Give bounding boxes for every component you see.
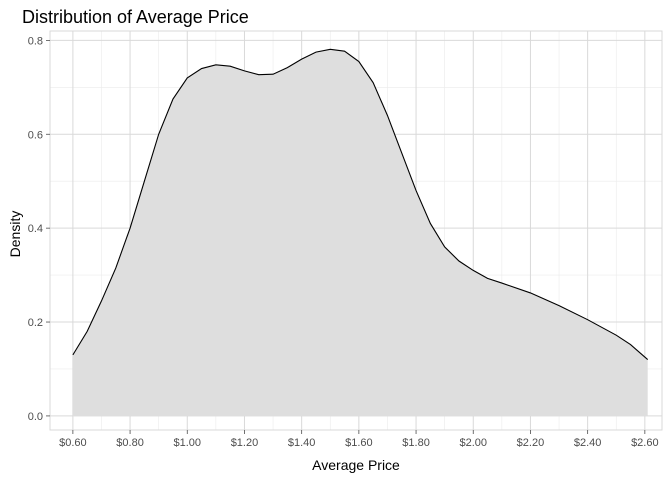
x-axis: $0.60 $0.80 $1.00 $1.20 $1.40 $1.60 $1.80 $2.00… xyxy=(59,430,659,449)
y-axis-title: Density xyxy=(7,211,23,258)
x-tick-label: $1.00 xyxy=(174,437,202,449)
x-tick-label: $0.60 xyxy=(59,437,87,449)
y-tick-label: 0.8 xyxy=(28,35,43,47)
x-axis-title: Average Price xyxy=(312,457,400,473)
x-tick-label: $2.40 xyxy=(574,437,602,449)
x-tick-label: $1.60 xyxy=(345,437,373,449)
chart-title: Distribution of Average Price xyxy=(22,7,249,27)
density-area-group xyxy=(72,48,649,416)
y-tick-label: 0.4 xyxy=(28,223,43,235)
x-tick-label: $1.40 xyxy=(288,437,316,449)
y-tick-label: 0.6 xyxy=(28,129,43,141)
y-tick-label: 0.2 xyxy=(28,317,43,329)
y-axis: 0.0 0.2 0.4 0.6 0.8 xyxy=(28,35,50,423)
y-tick-label: 0.0 xyxy=(28,411,43,423)
density-line xyxy=(72,48,649,361)
panel-border xyxy=(49,30,663,431)
x-tick-label: $1.20 xyxy=(231,437,259,449)
x-tick-label: $2.60 xyxy=(631,437,659,449)
x-tick-label: $2.00 xyxy=(459,437,487,449)
x-tick-label: $1.80 xyxy=(402,437,430,449)
x-tick-label: $2.20 xyxy=(517,437,545,449)
density-area xyxy=(72,49,648,416)
x-tick-label: $0.80 xyxy=(116,437,144,449)
